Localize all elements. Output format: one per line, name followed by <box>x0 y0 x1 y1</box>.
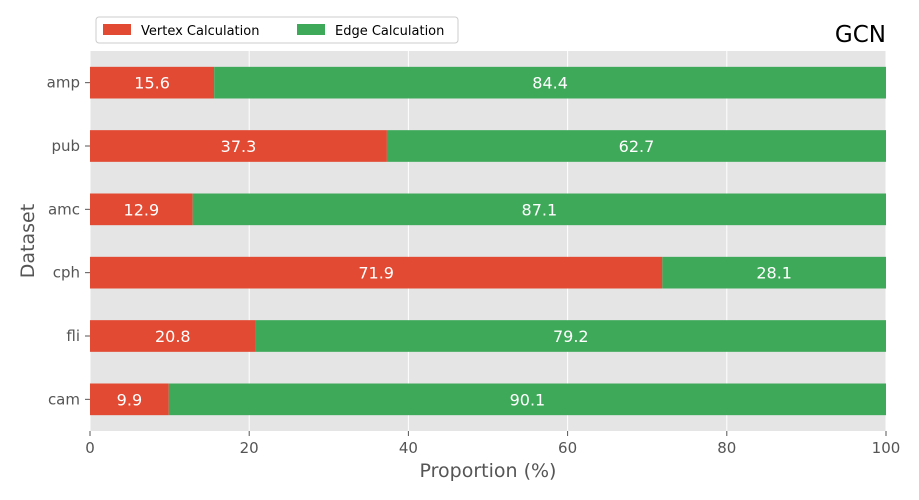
bar-segment-edge <box>192 193 886 226</box>
bar-value-label: 84.4 <box>532 74 568 93</box>
y-tick-label: fli <box>66 327 80 345</box>
bar-value-label: 87.1 <box>522 200 558 219</box>
bar-segment-vertex <box>90 320 256 352</box>
legend-label-edge: Edge Calculation <box>335 24 444 39</box>
legend-swatch-edge <box>297 24 325 35</box>
y-tick-label: cph <box>53 264 80 282</box>
legend: Vertex Calculation Edge Calculation <box>95 16 459 44</box>
bar-value-label: 20.8 <box>155 327 191 346</box>
bar-segment-edge <box>214 66 886 99</box>
y-tick-label: pub <box>51 137 80 155</box>
bar-value-label: 9.9 <box>117 390 142 409</box>
bar-segment-vertex <box>90 130 387 162</box>
bar-segment-vertex <box>90 383 169 416</box>
bar-segment-edge <box>662 256 886 289</box>
x-tick-label: 40 <box>399 439 418 457</box>
legend-swatch-vertex <box>103 24 131 35</box>
x-tick-label: 80 <box>717 439 736 457</box>
bar-value-label: 79.2 <box>553 327 589 346</box>
x-tick-label: 100 <box>872 439 901 457</box>
legend-label-vertex: Vertex Calculation <box>141 24 259 39</box>
x-axis-ticks: 0 20 40 60 80 100 <box>85 431 900 457</box>
bar-segment-vertex <box>90 66 215 99</box>
legend-box <box>95 16 459 44</box>
bar-value-label: 71.9 <box>358 264 394 283</box>
bar-value-label: 37.3 <box>221 137 257 156</box>
bar-value-label: 62.7 <box>619 137 655 156</box>
bar-value-label: 28.1 <box>756 264 792 283</box>
grid-lines <box>89 51 887 431</box>
bar-segment-edge <box>255 320 886 352</box>
bar-value-label: 12.9 <box>124 200 160 219</box>
bar-segment-vertex <box>90 193 193 226</box>
x-tick-label: 60 <box>558 439 577 457</box>
x-axis-label: Proportion (%) <box>420 460 557 482</box>
x-tick-label: 20 <box>240 439 259 457</box>
bar-segment-edge <box>386 130 886 162</box>
bar-segment-vertex <box>90 256 663 289</box>
y-axis-ticks: amp pub amc cph fli cam <box>47 74 90 408</box>
y-axis-label: Dataset <box>17 204 39 278</box>
bar-labels: 15.6 84.4 37.3 62.7 12.9 87.1 71.9 28.1 20.8 79.2… <box>117 74 792 410</box>
bar-segment-edge <box>168 383 886 416</box>
bar-value-label: 90.1 <box>510 390 546 409</box>
x-tick-label: 0 <box>85 439 95 457</box>
bar-value-label: 15.6 <box>134 74 170 93</box>
y-tick-label: amc <box>48 200 80 218</box>
chart-title: GCN <box>835 22 886 48</box>
bars <box>90 66 886 416</box>
plot-background <box>90 51 886 431</box>
y-tick-label: cam <box>48 390 80 408</box>
y-tick-label: amp <box>47 74 80 92</box>
